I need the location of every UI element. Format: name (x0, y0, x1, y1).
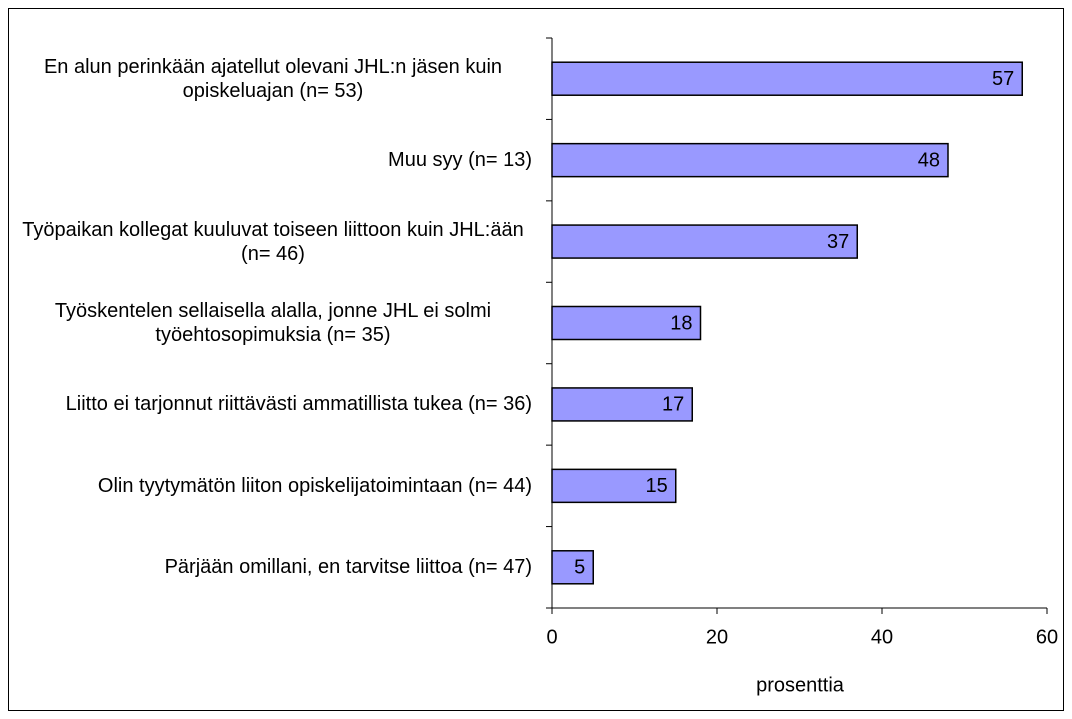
bar (551, 305, 702, 341)
bar (551, 387, 693, 422)
value-label: 57 (992, 68, 1014, 90)
value-label: 37 (827, 231, 849, 253)
category-text: Työskentelen sellaisella alalla, jonne J… (54, 299, 492, 346)
y-tick-label: Muu syy (n= 13) (14, 119, 532, 200)
category-text: Muu syy (n= 13) (388, 149, 532, 172)
category-text: Olin tyytymätön liiton opiskelijatoimint… (97, 474, 532, 497)
category-text: Työpaikan kollegat kuuluvat toiseen liit… (22, 218, 524, 265)
bar (551, 468, 677, 504)
value-label: 15 (646, 475, 668, 497)
x-tick-label: 20 (706, 626, 728, 648)
x-tick-label: 0 (546, 626, 557, 648)
y-tick-label: Pärjään omillani, en tarvitse liittoa (n… (14, 527, 532, 608)
y-tick-label: Liitto ei tarjonnut riittävästi ammatill… (14, 364, 532, 445)
bar (551, 550, 594, 585)
category-text: En alun perinkään ajatellut olevani JHL:… (43, 55, 503, 102)
value-label: 5 (574, 557, 585, 579)
bar (551, 61, 1023, 96)
value-label: 17 (662, 394, 684, 416)
y-tick-label: Työskentelen sellaisella alalla, jonne J… (14, 282, 532, 363)
category-text: Pärjään omillani, en tarvitse liittoa (n… (164, 556, 532, 579)
y-tick-label: En alun perinkään ajatellut olevani JHL:… (14, 38, 532, 119)
x-tick-label: 60 (1036, 626, 1058, 648)
frame (8, 8, 1064, 711)
x-tick-label: 40 (871, 626, 893, 648)
y-tick-label: Työpaikan kollegat kuuluvat toiseen liit… (14, 201, 532, 282)
y-tick-label: Olin tyytymätön liiton opiskelijatoimint… (14, 445, 532, 526)
bar (551, 142, 949, 178)
bar (551, 224, 858, 259)
value-label: 48 (918, 149, 940, 171)
x-axis-label: prosenttia (756, 674, 845, 696)
value-label: 18 (670, 312, 692, 334)
category-text: Liitto ei tarjonnut riittävästi ammatill… (65, 393, 532, 416)
